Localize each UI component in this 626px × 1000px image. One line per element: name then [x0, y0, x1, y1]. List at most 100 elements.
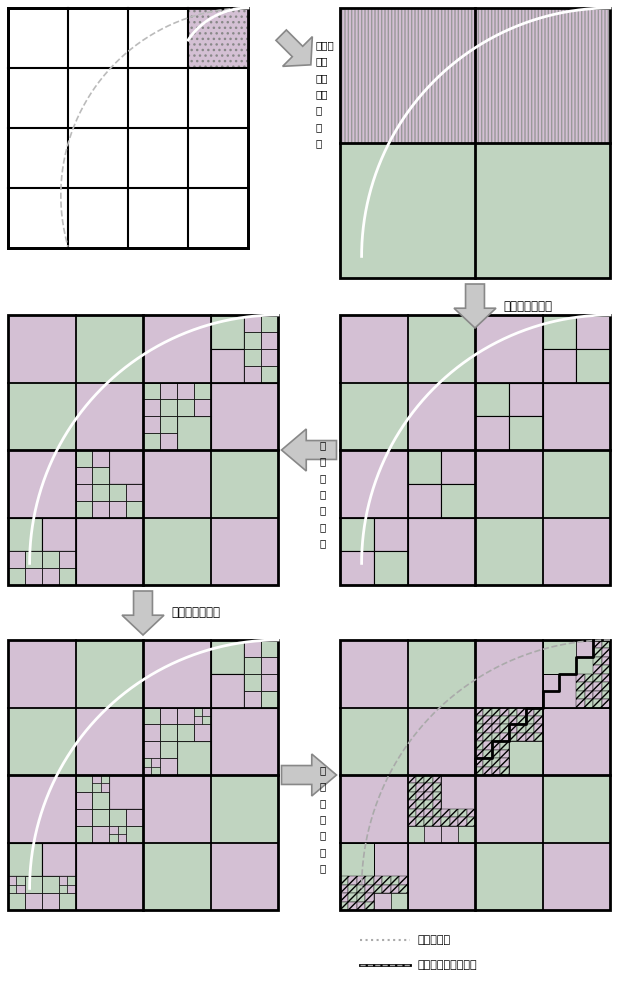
Bar	[408, 450, 475, 518]
Bar	[374, 885, 382, 893]
Bar	[59, 876, 67, 885]
Bar	[408, 211, 475, 278]
Bar	[458, 809, 466, 817]
Bar	[340, 902, 349, 910]
Bar	[483, 733, 492, 741]
Bar	[593, 674, 610, 691]
Bar	[492, 741, 509, 758]
Bar	[76, 842, 143, 910]
Bar	[244, 640, 261, 657]
Polygon shape	[122, 591, 164, 635]
Bar	[143, 315, 210, 382]
Bar	[593, 640, 610, 657]
Bar	[357, 885, 366, 893]
Bar	[475, 8, 543, 76]
Bar	[433, 809, 441, 817]
Bar	[374, 842, 408, 876]
Bar	[424, 775, 441, 792]
Bar	[424, 817, 433, 826]
Bar	[509, 741, 543, 775]
Bar	[143, 741, 160, 758]
Bar	[42, 893, 59, 910]
Bar	[458, 809, 475, 826]
Bar	[143, 741, 177, 775]
Bar	[408, 792, 416, 800]
Bar	[42, 568, 59, 585]
Bar	[492, 741, 500, 750]
Bar	[76, 450, 110, 484]
Bar	[517, 708, 526, 716]
Bar	[593, 657, 602, 665]
Bar	[202, 708, 210, 716]
Bar	[509, 708, 543, 741]
Bar	[475, 76, 543, 143]
Bar	[340, 76, 408, 143]
Text: 约束边界线: 约束边界线	[418, 935, 451, 945]
Bar	[76, 382, 143, 450]
Bar	[526, 716, 534, 724]
Bar	[188, 8, 248, 68]
Bar	[466, 817, 475, 826]
Bar	[151, 767, 160, 775]
Bar	[193, 724, 210, 741]
Bar	[76, 775, 110, 809]
Bar	[441, 817, 449, 826]
Bar	[340, 450, 408, 518]
Bar	[93, 501, 110, 518]
Bar	[534, 733, 543, 741]
Bar	[42, 551, 59, 568]
Bar	[416, 783, 424, 792]
Bar	[492, 708, 500, 716]
Bar	[475, 382, 509, 416]
Bar	[210, 382, 278, 450]
Bar	[101, 775, 110, 783]
Bar	[408, 518, 475, 585]
Bar	[261, 657, 278, 674]
Bar	[8, 315, 76, 382]
Bar	[160, 416, 177, 433]
Bar	[526, 708, 534, 716]
Bar	[261, 640, 278, 657]
Bar	[210, 708, 278, 775]
Bar	[441, 809, 475, 842]
Bar	[500, 750, 509, 758]
Bar	[475, 708, 483, 716]
Bar	[382, 885, 391, 893]
Bar	[118, 834, 126, 842]
Bar	[143, 708, 210, 775]
Bar	[483, 758, 492, 767]
Bar	[110, 775, 143, 809]
Bar	[210, 640, 278, 708]
Bar	[577, 640, 593, 657]
Bar	[593, 657, 610, 674]
Bar	[475, 450, 543, 518]
Bar	[449, 817, 458, 826]
Bar	[160, 708, 177, 724]
Bar	[391, 885, 399, 893]
Bar	[143, 758, 160, 775]
Bar	[408, 809, 416, 817]
Bar	[408, 76, 475, 143]
Bar	[93, 792, 110, 809]
Bar	[93, 484, 110, 501]
Bar	[193, 708, 202, 716]
Bar	[93, 809, 110, 826]
Bar	[492, 750, 500, 758]
Bar	[8, 885, 16, 893]
Bar	[577, 349, 610, 382]
Bar	[424, 826, 441, 842]
Bar	[42, 876, 59, 893]
Bar	[602, 657, 610, 665]
Bar	[475, 741, 492, 758]
Bar	[416, 792, 424, 800]
Bar	[177, 416, 210, 450]
Bar	[340, 842, 408, 910]
Bar	[193, 382, 210, 399]
Text: 第
五
次
网
格
细
分: 第 五 次 网 格 细 分	[319, 765, 326, 873]
Polygon shape	[276, 30, 312, 66]
Bar	[424, 775, 433, 783]
Bar	[382, 876, 391, 885]
Bar	[458, 826, 475, 842]
Bar	[340, 315, 408, 382]
Bar	[483, 724, 492, 733]
